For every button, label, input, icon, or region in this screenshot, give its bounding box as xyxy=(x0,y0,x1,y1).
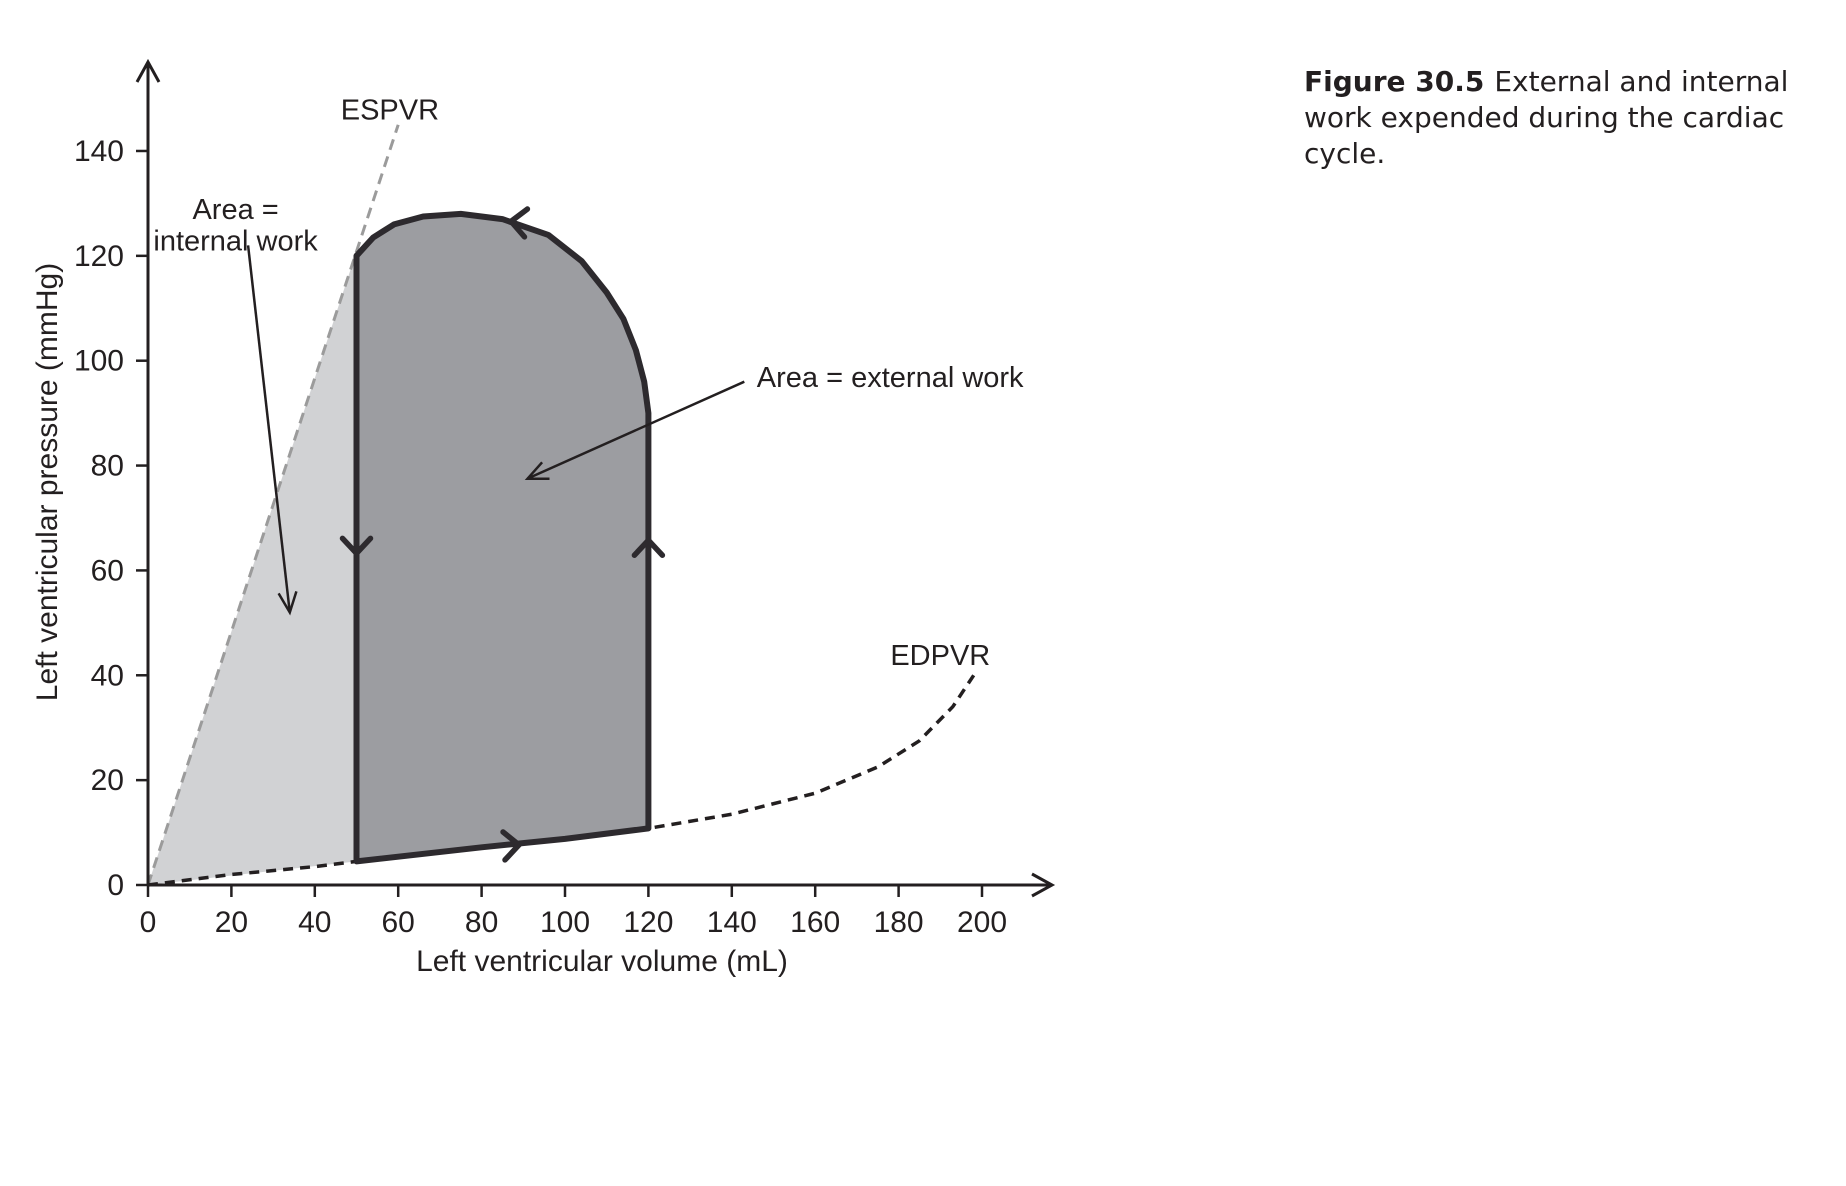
annotations: ESPVR EDPVR Area =internal work Area = exte… xyxy=(153,95,1024,672)
series-layer xyxy=(146,124,976,887)
annotation-area-external-work: Area = external work xyxy=(757,362,1024,394)
arrow-up-marker xyxy=(631,537,666,558)
x-tick-label-200: 200 xyxy=(957,906,1007,939)
y-tick-label-120: 120 xyxy=(74,240,124,273)
y-tick-label-100: 100 xyxy=(74,345,124,378)
x-ticks: 0 20 40 60 80 100 120 140 160 180 200 xyxy=(140,885,1007,939)
loop-direction-arrows xyxy=(339,206,666,863)
annotation-internal-work: internal work xyxy=(153,226,318,258)
x-tick-label-100: 100 xyxy=(540,906,590,939)
x-axis-arrowhead xyxy=(1031,872,1056,898)
y-ticks: 0 20 40 60 80 100 120 140 xyxy=(74,135,148,902)
annotation-arrow-shaft-0 xyxy=(246,245,292,613)
pv-loop-outline xyxy=(353,210,652,865)
x-axis-label: Left ventricular volume (mL) xyxy=(416,945,788,978)
external-work-region xyxy=(356,213,649,862)
annotation-arrow-head-0 xyxy=(277,591,298,616)
x-tick-label-40: 40 xyxy=(298,906,331,939)
x-tick-label-160: 160 xyxy=(790,906,840,939)
figure-number: Figure 30.5 xyxy=(1304,65,1485,98)
annotation-edpvr: EDPVR xyxy=(890,640,990,672)
annotation-arrows xyxy=(246,245,745,616)
annotation-arrow-shaft-1 xyxy=(526,380,745,480)
x-tick-label-0: 0 xyxy=(140,906,157,939)
x-tick-label-60: 60 xyxy=(382,906,415,939)
axes xyxy=(135,58,1056,898)
y-tick-label-80: 80 xyxy=(91,450,124,483)
caption-text: External and internal work expended duri… xyxy=(1304,65,1789,170)
annotation-arrow-head-1 xyxy=(524,461,550,480)
x-tick-label-80: 80 xyxy=(465,906,498,939)
y-tick-label-60: 60 xyxy=(91,554,124,587)
arrow-left-marker xyxy=(508,206,531,240)
y-tick-label-20: 20 xyxy=(91,764,124,797)
y-tick-label-40: 40 xyxy=(91,659,124,692)
shaded-regions xyxy=(148,213,649,886)
y-axis-arrowhead xyxy=(135,58,161,83)
y-axis-label: Left ventricular pressure (mmHg) xyxy=(31,263,64,701)
annotation-area: Area = xyxy=(192,194,278,226)
x-tick-label-20: 20 xyxy=(215,906,248,939)
x-tick-label-120: 120 xyxy=(623,906,673,939)
y-tick-label-140: 140 xyxy=(74,135,124,168)
y-tick-label-0: 0 xyxy=(107,869,124,902)
x-tick-label-140: 140 xyxy=(707,906,757,939)
arrow-right-marker xyxy=(500,829,522,863)
annotation-espvr: ESPVR xyxy=(341,95,439,127)
x-tick-label-180: 180 xyxy=(874,906,924,939)
figure-caption: Figure 30.5 External and internal work ex… xyxy=(1304,64,1844,172)
arrow-down-marker xyxy=(339,535,374,557)
